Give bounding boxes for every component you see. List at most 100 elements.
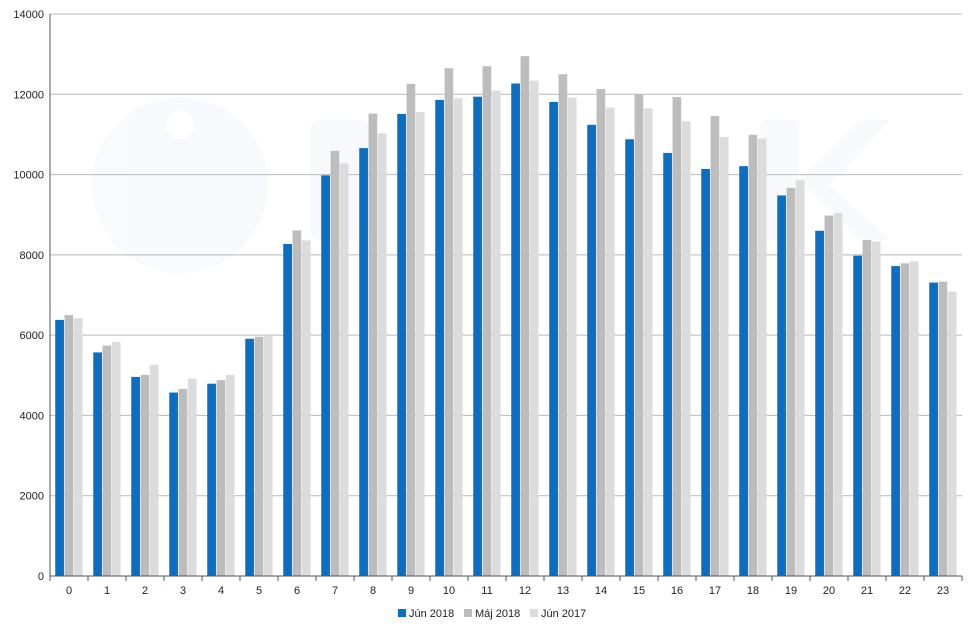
bar-jún-2018-hour-13 <box>549 101 558 576</box>
x-tick-label: 2 <box>142 585 148 597</box>
bar-jún-2017-hour-3 <box>187 378 197 576</box>
x-tick-label: 18 <box>747 585 759 597</box>
bar-máj-2018-hour-17 <box>710 115 720 577</box>
bar-máj-2018-hour-11 <box>482 66 492 576</box>
bar-jún-2017-hour-22 <box>909 261 919 576</box>
bar-jún-2018-hour-20 <box>815 230 824 576</box>
axes <box>49 14 963 581</box>
x-tick-label: 21 <box>861 585 873 597</box>
bar-máj-2018-hour-0 <box>64 315 74 576</box>
y-tick-label: 6000 <box>20 330 44 342</box>
bar-jún-2017-hour-2 <box>149 364 159 576</box>
bar-máj-2018-hour-1 <box>102 345 112 576</box>
bar-máj-2018-hour-19 <box>786 187 796 576</box>
y-tick-label: 0 <box>38 571 44 583</box>
bar-máj-2018-hour-15 <box>634 94 644 576</box>
y-axis-tick-labels: 0 2000 4000 6000 8000 10000 12000 14000 <box>13 9 44 583</box>
bar-máj-2018-hour-18 <box>748 134 758 576</box>
legend: Jún 2018 Máj 2018 Jún 2017 <box>398 608 586 620</box>
legend-swatch-máj-2018 <box>464 609 472 617</box>
bar-jún-2018-hour-8 <box>359 148 368 576</box>
bar-máj-2018-hour-7 <box>330 150 340 576</box>
bar-jún-2018-hour-5 <box>245 338 254 576</box>
x-tick-label: 19 <box>785 585 797 597</box>
legend-label: Jún 2017 <box>541 608 586 620</box>
bar-máj-2018-hour-9 <box>406 83 416 576</box>
bar-jún-2018-hour-6 <box>283 244 292 576</box>
bar-jún-2017-hour-18 <box>757 138 767 576</box>
bar-jún-2017-hour-23 <box>947 291 957 576</box>
x-tick-label: 22 <box>899 585 911 597</box>
y-tick-label: 2000 <box>20 491 44 503</box>
x-tick-label: 9 <box>408 585 414 597</box>
bar-jún-2017-hour-16 <box>681 121 691 577</box>
legend-swatch-jún-2017 <box>530 609 538 617</box>
x-tick-label: 11 <box>481 585 492 597</box>
x-tick-label: 17 <box>709 585 721 597</box>
bar-jún-2017-hour-21 <box>871 241 881 577</box>
bar-jún-2017-hour-0 <box>73 318 83 576</box>
bar-máj-2018-hour-21 <box>862 240 872 576</box>
bar-jún-2018-hour-11 <box>473 96 482 576</box>
bar-jún-2017-hour-19 <box>795 180 805 576</box>
bar-máj-2018-hour-16 <box>672 97 682 576</box>
bar-jún-2017-hour-15 <box>643 108 653 576</box>
bar-jún-2018-hour-12 <box>511 83 520 576</box>
bar-jún-2017-hour-1 <box>111 341 121 576</box>
x-axis-tick-labels: 0 1 2 3 4 5 6 7 8 9 10 11 12 13 14 15 16 17 18 19 20 21 22 23 <box>66 585 949 597</box>
bar-jún-2017-hour-13 <box>567 97 577 576</box>
bar-máj-2018-hour-14 <box>596 89 606 576</box>
bar-jún-2017-hour-14 <box>605 107 615 576</box>
bar-máj-2018-hour-2 <box>140 374 150 576</box>
x-tick-label: 7 <box>332 585 338 597</box>
x-tick-label: 8 <box>370 585 376 597</box>
bar-jún-2018-hour-17 <box>701 168 710 576</box>
bar-máj-2018-hour-3 <box>178 388 188 576</box>
x-tick-label: 6 <box>294 585 300 597</box>
bar-jún-2018-hour-7 <box>321 175 330 576</box>
bar-máj-2018-hour-8 <box>368 113 378 577</box>
bar-máj-2018-hour-12 <box>520 56 530 576</box>
bar-máj-2018-hour-10 <box>444 68 454 576</box>
legend-label: Jún 2018 <box>409 608 454 620</box>
bar-jún-2017-hour-11 <box>491 90 501 577</box>
x-tick-label: 13 <box>557 585 569 597</box>
x-tick-label: 12 <box>519 585 531 597</box>
bar-máj-2018-hour-4 <box>216 380 226 576</box>
x-tick-label: 15 <box>633 585 645 597</box>
bar-jún-2018-hour-15 <box>625 139 634 576</box>
bar-jún-2018-hour-21 <box>853 255 862 576</box>
x-tick-label: 4 <box>218 585 224 597</box>
x-tick-label: 14 <box>595 585 607 597</box>
bar-máj-2018-hour-23 <box>938 281 948 576</box>
x-tick-label: 10 <box>443 585 455 597</box>
bar-jún-2017-hour-20 <box>833 213 843 577</box>
x-tick-label: 3 <box>180 585 186 597</box>
bar-jún-2018-hour-22 <box>891 266 900 576</box>
x-tick-label: 16 <box>671 585 683 597</box>
bar-jún-2018-hour-9 <box>397 113 406 577</box>
bar-jún-2018-hour-2 <box>131 376 140 576</box>
bar-jún-2018-hour-23 <box>929 282 938 576</box>
y-tick-label: 10000 <box>13 170 44 182</box>
bar-jún-2018-hour-3 <box>169 392 178 576</box>
bar-jún-2017-hour-5 <box>263 335 273 576</box>
bar-máj-2018-hour-22 <box>900 263 910 576</box>
bar-jún-2018-hour-10 <box>435 99 444 576</box>
bar-jún-2018-hour-1 <box>93 352 102 576</box>
bar-jún-2018-hour-16 <box>663 152 672 576</box>
y-tick-label: 8000 <box>20 250 44 262</box>
bar-máj-2018-hour-6 <box>292 230 302 576</box>
bar-jún-2018-hour-0 <box>55 319 64 576</box>
bar-jún-2018-hour-19 <box>777 195 786 576</box>
x-tick-label: 1 <box>104 585 110 597</box>
legend-swatch-jún-2018 <box>398 609 406 617</box>
bar-jún-2017-hour-10 <box>453 98 463 577</box>
bar-series-group <box>55 56 957 577</box>
y-tick-label: 14000 <box>13 9 44 21</box>
bar-jún-2018-hour-18 <box>739 166 748 576</box>
x-tick-label: 0 <box>66 585 72 597</box>
bar-jún-2018-hour-4 <box>207 383 216 576</box>
bar-jún-2018-hour-14 <box>587 124 596 576</box>
